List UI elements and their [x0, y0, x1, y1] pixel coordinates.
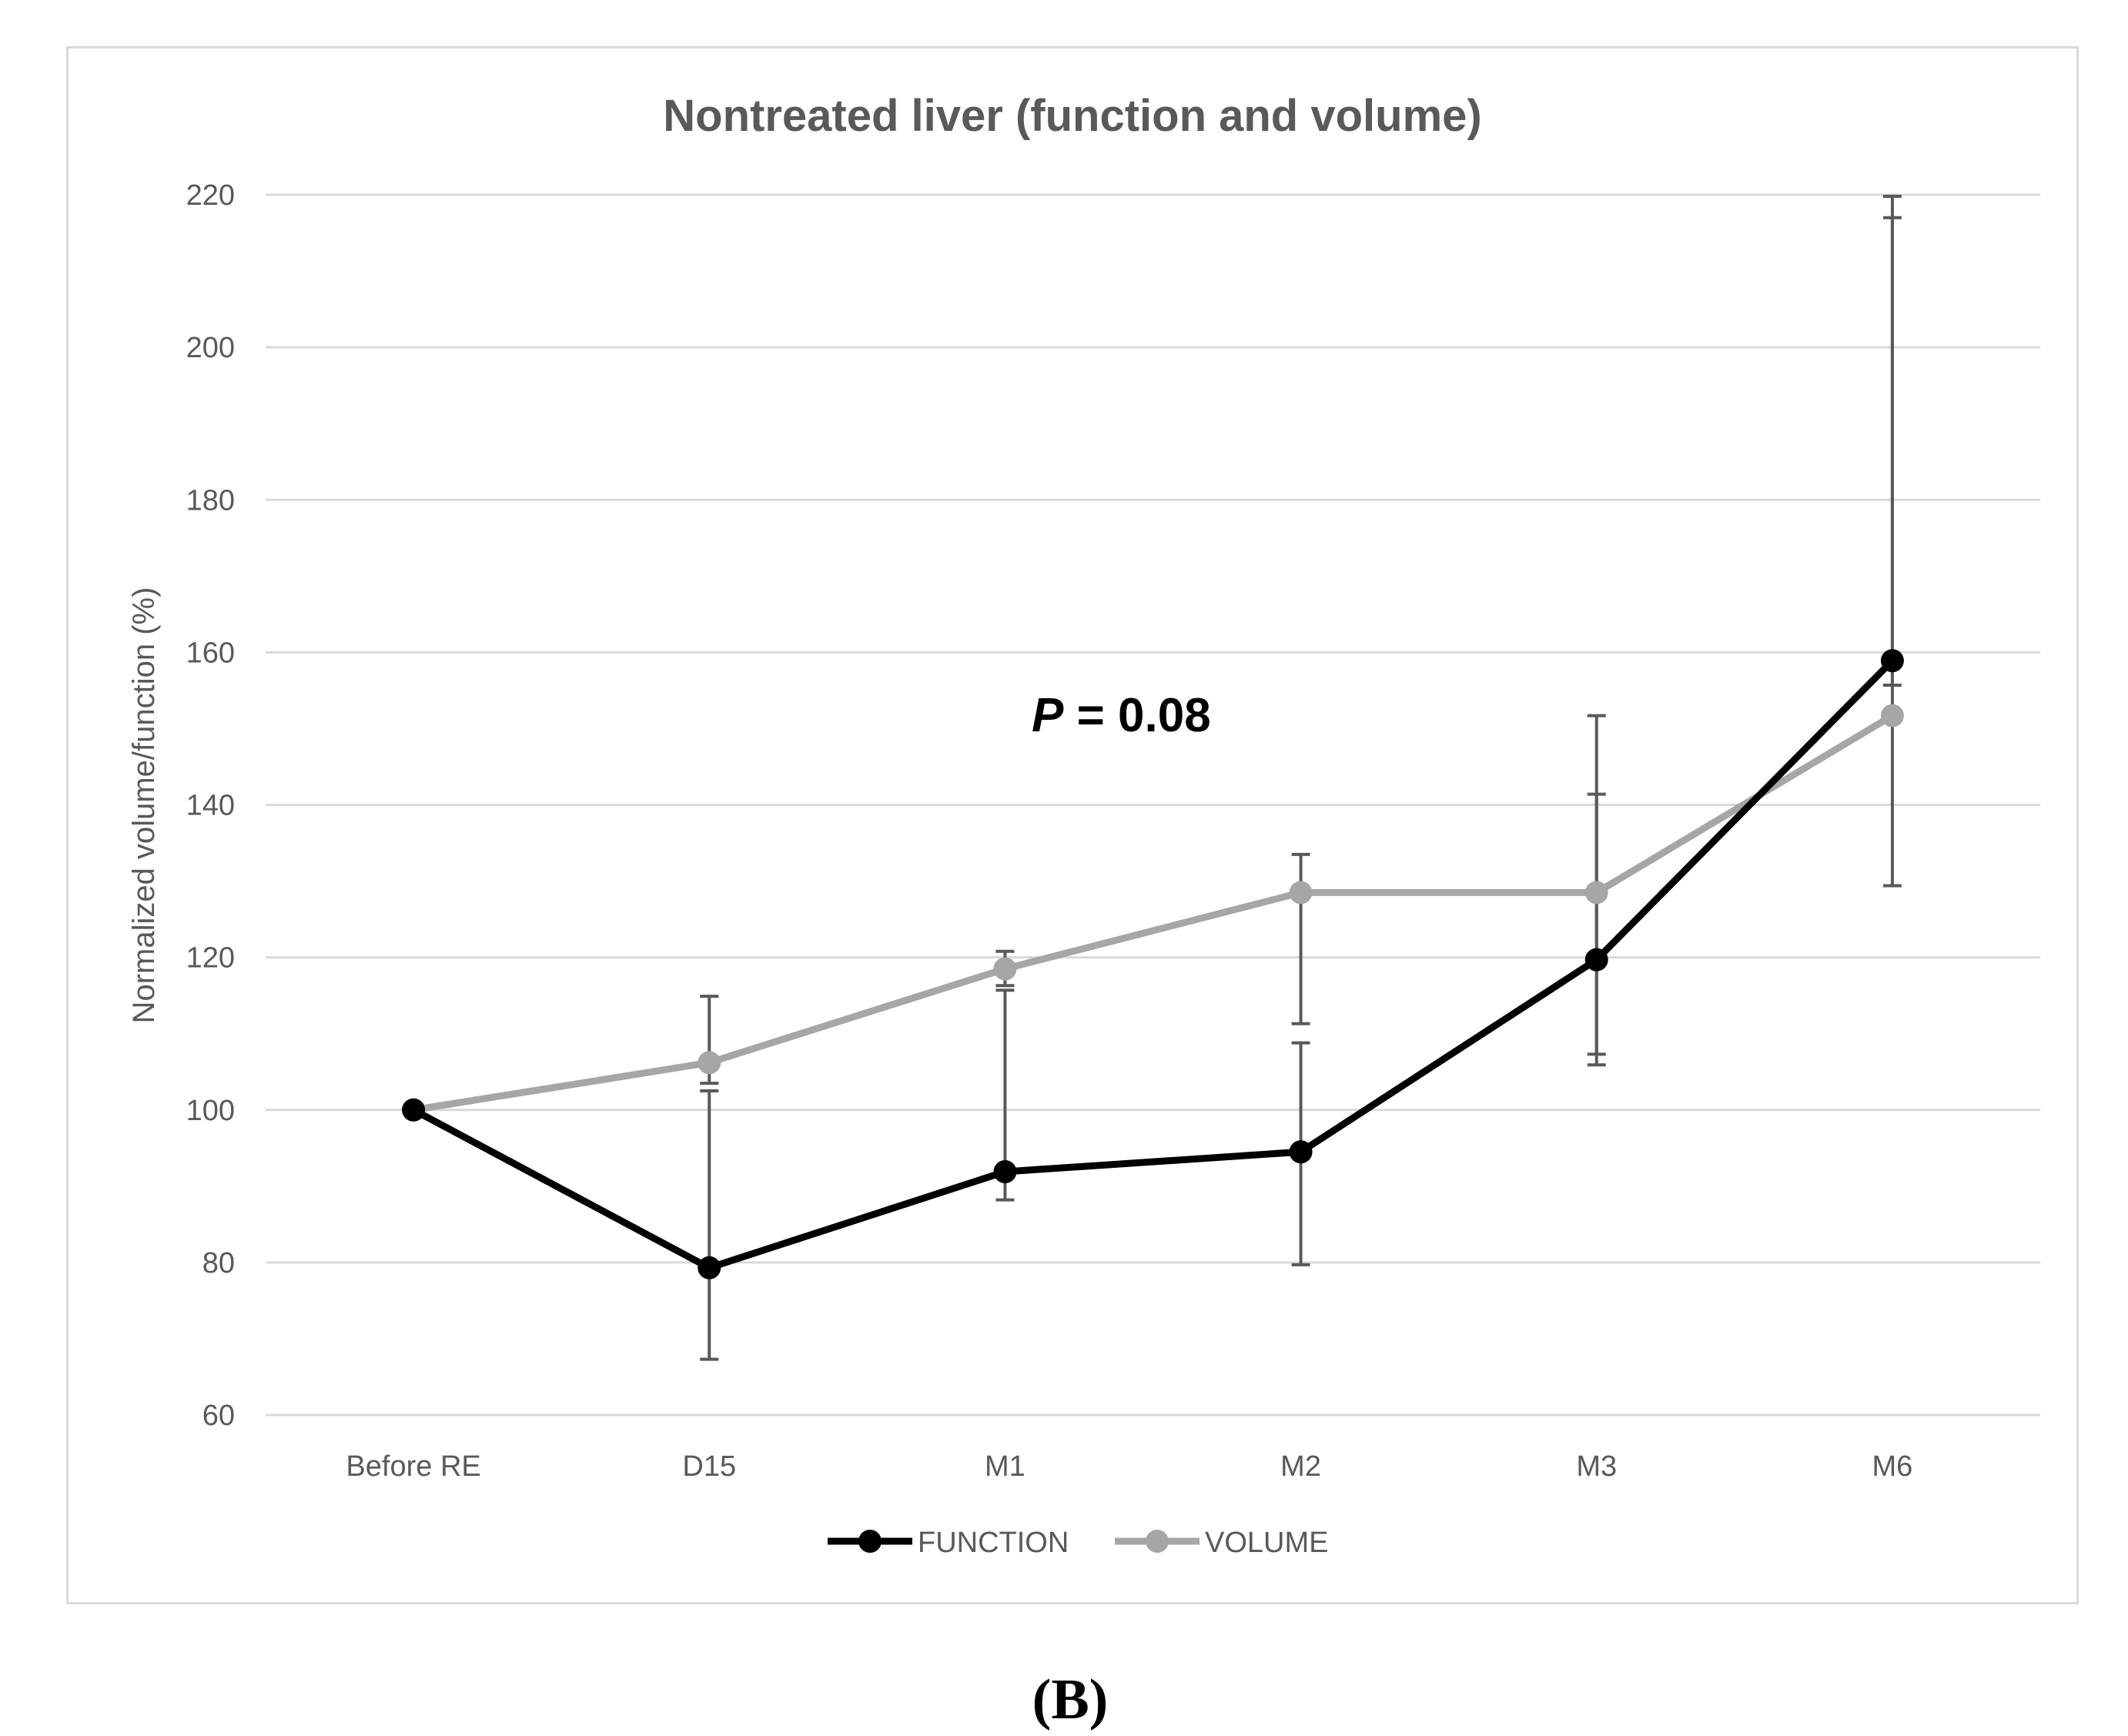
y-tick-label: 80: [202, 1247, 235, 1279]
data-point-function: [698, 1256, 721, 1279]
data-point-volume: [698, 1051, 721, 1075]
y-tick-label: 60: [202, 1400, 235, 1432]
gridlines: [266, 193, 2040, 1417]
panel-label: (B): [1032, 1668, 1109, 1731]
data-point-volume: [1289, 881, 1313, 905]
x-axis-ticks: Before RE D15 M1 M2 M3 M6: [346, 1450, 1912, 1483]
x-tick-label: D15: [682, 1450, 736, 1483]
legend: FUNCTION VOLUME: [828, 1527, 1328, 1559]
data-point-function: [1289, 1140, 1313, 1164]
data-point-function: [993, 1159, 1017, 1183]
x-tick-label: M3: [1576, 1450, 1617, 1483]
data-point-function: [1880, 649, 1904, 673]
y-tick-label: 200: [186, 332, 235, 364]
data-point-volume: [1584, 881, 1608, 905]
series-lines: [411, 658, 1895, 1272]
series-points: [402, 649, 1904, 1279]
y-axis-ticks: 60 80 100 120 140 160 180 200 220: [186, 179, 235, 1432]
y-tick-label: 140: [186, 790, 235, 822]
data-point-function: [402, 1098, 426, 1122]
legend-label-function: FUNCTION: [918, 1527, 1069, 1559]
legend-marker-function: [858, 1530, 882, 1553]
p-value-symbol: P: [1032, 689, 1064, 742]
y-axis-label: Normalized volume/function (%): [127, 587, 161, 1024]
chart-title: Nontreated liver (function and volume): [663, 91, 1481, 141]
legend-marker-volume: [1146, 1530, 1169, 1553]
x-tick-label: M6: [1872, 1450, 1913, 1483]
data-point-function: [1584, 948, 1608, 972]
x-tick-label: Before RE: [346, 1450, 480, 1483]
p-value-text: = 0.08: [1063, 689, 1210, 742]
x-tick-label: M2: [1280, 1450, 1321, 1483]
y-tick-label: 120: [186, 942, 235, 975]
p-value-annotation: P = 0.08: [1032, 689, 1211, 742]
series-line-function: [411, 658, 1895, 1272]
y-tick-label: 100: [186, 1095, 235, 1127]
series-line-volume: [413, 712, 1895, 1114]
y-tick-label: 220: [186, 179, 235, 212]
y-tick-label: 180: [186, 484, 235, 517]
data-point-volume: [993, 957, 1017, 981]
legend-label-volume: VOLUME: [1205, 1527, 1328, 1559]
x-tick-label: M1: [985, 1450, 1026, 1483]
chart-frame: [66, 46, 2079, 1604]
error-bars: [700, 194, 1902, 1361]
legend-item-function: FUNCTION: [828, 1527, 1069, 1559]
data-point-volume: [1880, 704, 1904, 728]
y-tick-label: 160: [186, 637, 235, 669]
legend-item-volume: VOLUME: [1115, 1527, 1328, 1559]
